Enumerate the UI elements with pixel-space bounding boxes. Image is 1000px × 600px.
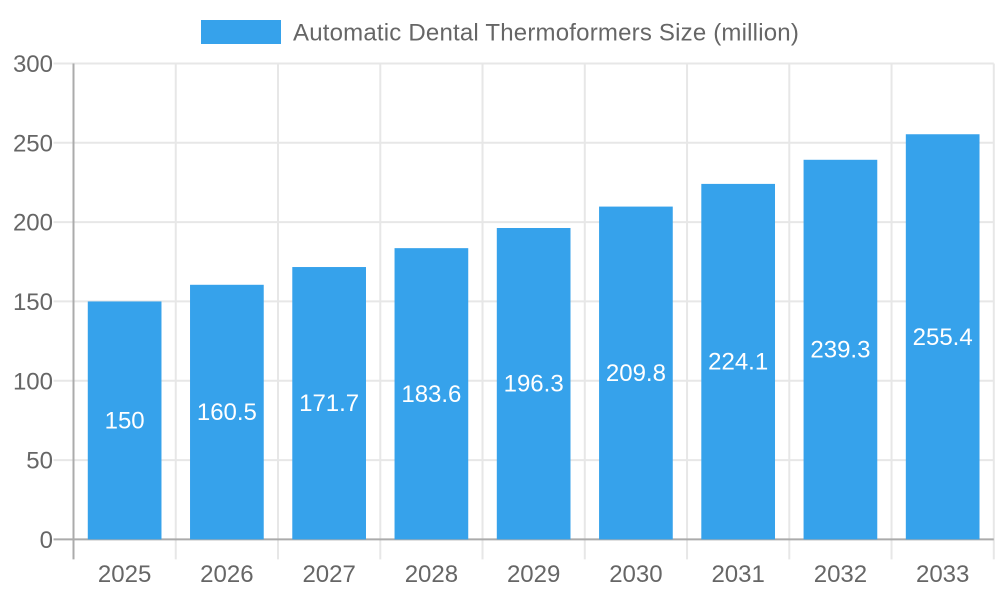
svg-text:196.3: 196.3 bbox=[504, 371, 564, 398]
svg-text:200: 200 bbox=[13, 210, 53, 237]
svg-text:239.3: 239.3 bbox=[810, 337, 870, 364]
svg-text:2031: 2031 bbox=[711, 561, 764, 588]
svg-text:Automatic Dental Thermoformers: Automatic Dental Thermoformers Size (mil… bbox=[293, 19, 799, 46]
svg-text:2028: 2028 bbox=[405, 561, 458, 588]
svg-text:183.6: 183.6 bbox=[401, 381, 461, 408]
svg-text:2029: 2029 bbox=[507, 561, 560, 588]
svg-text:224.1: 224.1 bbox=[708, 349, 768, 376]
svg-text:300: 300 bbox=[13, 51, 53, 78]
svg-text:2027: 2027 bbox=[302, 561, 355, 588]
svg-text:2030: 2030 bbox=[609, 561, 662, 588]
svg-text:209.8: 209.8 bbox=[606, 360, 666, 387]
svg-text:2026: 2026 bbox=[200, 561, 253, 588]
svg-text:150: 150 bbox=[13, 289, 53, 316]
svg-text:0: 0 bbox=[40, 527, 53, 554]
svg-text:255.4: 255.4 bbox=[913, 324, 973, 351]
svg-text:171.7: 171.7 bbox=[299, 390, 359, 417]
svg-text:50: 50 bbox=[26, 448, 53, 475]
svg-text:2032: 2032 bbox=[814, 561, 867, 588]
svg-text:150: 150 bbox=[105, 407, 145, 434]
svg-text:2033: 2033 bbox=[916, 561, 969, 588]
svg-text:100: 100 bbox=[13, 368, 53, 395]
svg-text:250: 250 bbox=[13, 130, 53, 157]
svg-text:2025: 2025 bbox=[98, 561, 151, 588]
svg-text:160.5: 160.5 bbox=[197, 399, 257, 426]
